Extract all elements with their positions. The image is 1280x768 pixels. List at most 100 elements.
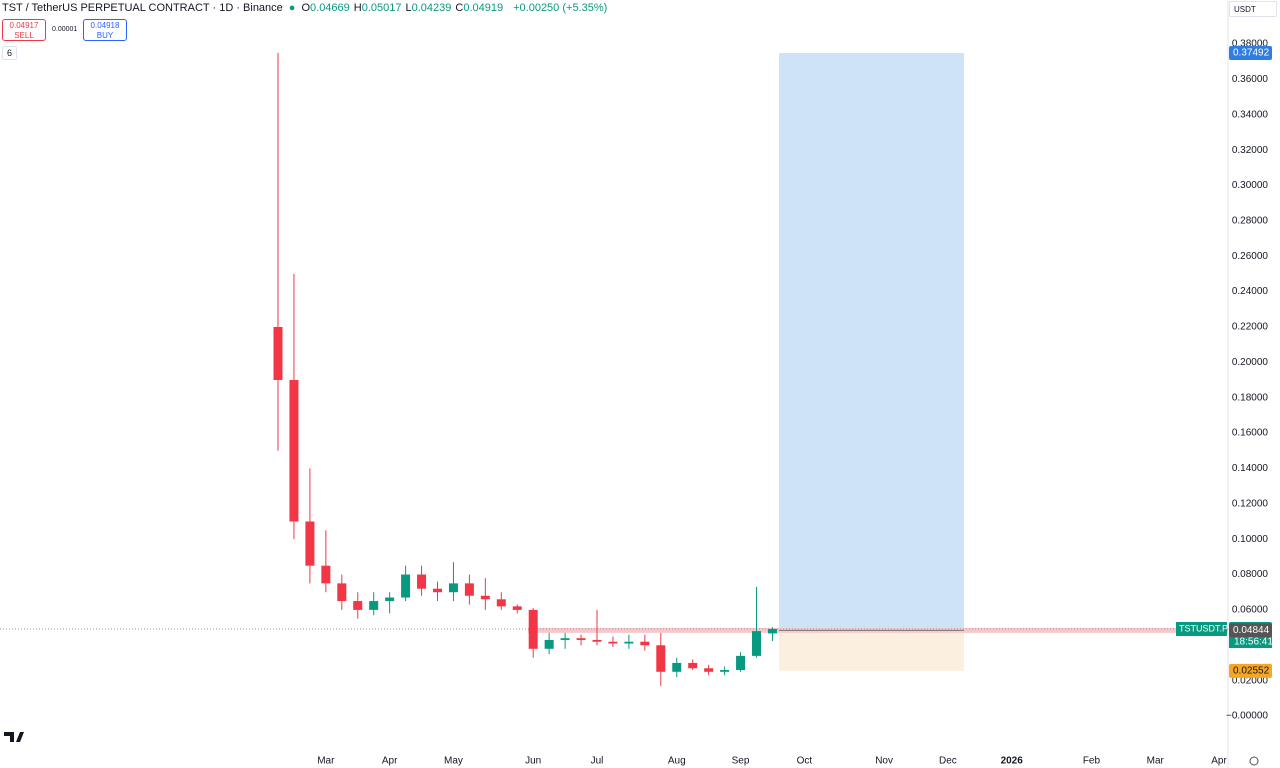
target-zone (779, 53, 964, 631)
y-tick-label: 0.08000 (1232, 569, 1269, 580)
candle-body (592, 639, 602, 642)
buy-button[interactable]: 0.04918 BUY (83, 19, 127, 41)
change: +0.00250 (+5.35%) (513, 2, 608, 14)
candle-body (576, 638, 586, 640)
candle-body (720, 670, 730, 672)
candle-body (321, 565, 331, 584)
x-tick-label: Oct (797, 756, 813, 767)
ohlc: O0.04669 H0.05017 L0.04239 C0.04919 (301, 2, 507, 14)
candle-body (273, 326, 283, 381)
candle-body (433, 588, 442, 593)
settings-icon[interactable] (1249, 756, 1259, 766)
candle-body (528, 609, 538, 649)
y-tick-label: 0.24000 (1232, 286, 1269, 297)
y-tick-label: 0.36000 (1232, 74, 1269, 85)
candle-body (369, 601, 379, 610)
y-tick-label: 0.30000 (1232, 180, 1269, 191)
y-tick-label: 0.18000 (1232, 392, 1269, 403)
candle-body (512, 606, 522, 610)
y-tick-label: 0.22000 (1232, 322, 1269, 333)
candle-body (767, 628, 777, 634)
candle-body (608, 641, 618, 644)
y-tick-label: −0.00000 (1226, 711, 1268, 722)
y-tick-label: 0.10000 (1232, 534, 1269, 545)
candle-body (289, 380, 299, 522)
x-tick-label: Nov (875, 756, 893, 767)
candle-body (624, 641, 634, 644)
ohlc-value: 0.04239 (411, 2, 452, 14)
x-tick-label: Jun (525, 756, 541, 767)
candle-body (305, 521, 315, 566)
candle-body (417, 574, 427, 589)
y-tick-label: 0.38000 (1232, 39, 1269, 50)
candle-body (464, 583, 474, 596)
x-tick-label: Apr (1211, 756, 1227, 767)
candle-body (353, 601, 363, 610)
target-price: 0.37492 (1233, 48, 1270, 59)
candle-body (385, 597, 395, 602)
symbol-tag: TSTUSDT.P (1179, 623, 1228, 633)
candle-body (672, 662, 682, 672)
x-tick-label: Aug (668, 756, 686, 767)
y-tick-label: 0.34000 (1232, 109, 1269, 120)
stop-price-box (1229, 663, 1272, 678)
countdown: 18:56:41 (1234, 637, 1273, 648)
sell-price: 0.04917 (9, 21, 39, 30)
x-tick-label: May (444, 756, 463, 767)
candle-body (736, 655, 746, 671)
status-dot: ● (288, 2, 296, 14)
ohlc-value: 0.04919 (463, 2, 504, 14)
x-tick-label: 2026 (1001, 756, 1024, 767)
buy-label: BUY (96, 31, 114, 40)
candle-body (544, 639, 554, 649)
x-tick-label: Apr (382, 756, 398, 767)
candle-body (752, 631, 761, 656)
sell-button[interactable]: 0.04917 SELL (2, 19, 46, 41)
indicators-toggle[interactable]: 6 (2, 46, 18, 60)
buy-price: 0.04918 (90, 21, 120, 30)
stop-price: 0.02552 (1233, 666, 1270, 677)
candle-body (560, 638, 570, 640)
ohlc-value: 0.04669 (310, 2, 350, 14)
candle-body (448, 583, 458, 593)
currency: USDT (1234, 5, 1256, 14)
symbol-tag-box (1176, 622, 1227, 637)
indicators-count: 6 (7, 48, 13, 58)
logo (4, 732, 24, 742)
spread: 0.00001 (52, 26, 78, 33)
y-tick-label: 0.14000 (1232, 463, 1269, 474)
candle-body (640, 641, 650, 646)
entry-price-box (1229, 623, 1272, 638)
y-tick-label: 0.32000 (1232, 145, 1269, 156)
y-tick-label: 0.26000 (1232, 251, 1269, 262)
candle-body (480, 595, 490, 600)
x-tick-label: Sep (732, 756, 750, 767)
y-tick-label: 0.16000 (1232, 428, 1269, 439)
countdown-box (1229, 636, 1272, 649)
x-tick-label: Feb (1083, 756, 1101, 767)
y-tick-label: 0.28000 (1232, 216, 1269, 227)
y-tick-label: 0.20000 (1232, 357, 1269, 368)
ohlc-key: O (301, 2, 311, 14)
sell-label: SELL (14, 31, 34, 40)
ohlc-key: L (405, 2, 412, 14)
ohlc-key: H (353, 2, 362, 14)
header: TST / TetherUS PERPETUAL CONTRACT · 1D ·… (2, 2, 607, 14)
y-tick-label: 0.06000 (1232, 605, 1269, 616)
target-price-box (1229, 46, 1272, 61)
y-tick-label: 0.12000 (1232, 498, 1269, 509)
x-tick-label: Jul (591, 756, 604, 767)
stop-zone (779, 630, 964, 671)
x-tick-label: Dec (939, 756, 957, 767)
candle-body (688, 662, 698, 669)
symbol-title: TST / TetherUS PERPETUAL CONTRACT · 1D ·… (2, 2, 283, 14)
candle-body (704, 668, 714, 672)
ohlc-value: 0.05017 (361, 2, 402, 14)
currency-select[interactable]: USDT (1229, 1, 1277, 17)
y-tick-label: 0.02000 (1232, 675, 1269, 686)
candle-body (656, 645, 666, 672)
x-tick-label: Mar (317, 756, 335, 767)
ohlc-key: C (455, 2, 464, 14)
